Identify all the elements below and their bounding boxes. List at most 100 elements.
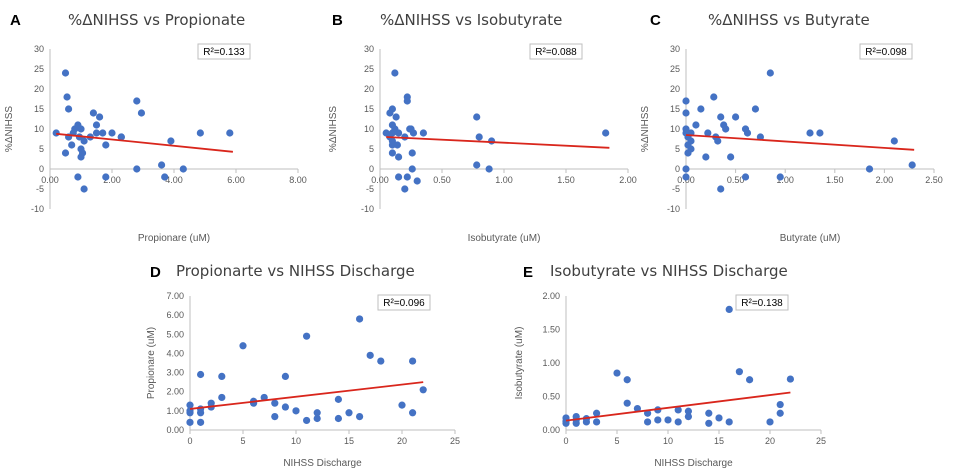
data-point bbox=[726, 418, 733, 425]
data-point bbox=[687, 145, 694, 152]
x-tick-label: 2.50 bbox=[925, 175, 943, 185]
data-point bbox=[90, 109, 97, 116]
data-point bbox=[891, 137, 898, 144]
y-tick-label: 2.00 bbox=[166, 387, 184, 397]
data-point bbox=[685, 413, 692, 420]
data-point bbox=[239, 342, 246, 349]
data-point bbox=[715, 414, 722, 421]
x-tick-label: 0.00 bbox=[371, 175, 389, 185]
x-tick-label: 25 bbox=[450, 436, 460, 446]
y-tick-label: 2.00 bbox=[542, 291, 560, 301]
data-point bbox=[409, 165, 416, 172]
x-tick-label: 0 bbox=[563, 436, 568, 446]
y-tick-label: 25 bbox=[670, 64, 680, 74]
x-tick-label: 2.00 bbox=[619, 175, 637, 185]
data-point bbox=[108, 129, 115, 136]
y-tick-label: 20 bbox=[364, 84, 374, 94]
chart-title: %ΔNIHSS vs Isobutyrate bbox=[380, 11, 562, 29]
data-point bbox=[271, 400, 278, 407]
x-tick-label: 0.50 bbox=[433, 175, 451, 185]
data-point bbox=[65, 105, 72, 112]
x-tick-label: 5 bbox=[240, 436, 245, 446]
data-point bbox=[722, 125, 729, 132]
data-point bbox=[102, 141, 109, 148]
data-point bbox=[705, 420, 712, 427]
r-squared-label: R²=0.133 bbox=[203, 47, 245, 58]
data-point bbox=[624, 400, 631, 407]
y-tick-label: -5 bbox=[672, 184, 680, 194]
data-point bbox=[398, 402, 405, 409]
y-tick-label: 10 bbox=[34, 124, 44, 134]
x-tick-label: 2.00 bbox=[876, 175, 894, 185]
data-point bbox=[705, 410, 712, 417]
data-point bbox=[161, 173, 168, 180]
data-point bbox=[74, 173, 81, 180]
data-point bbox=[394, 141, 401, 148]
data-point bbox=[186, 409, 193, 416]
data-point bbox=[409, 409, 416, 416]
data-point bbox=[702, 153, 709, 160]
y-tick-label: -10 bbox=[667, 204, 680, 214]
y-tick-label: 0 bbox=[675, 164, 680, 174]
data-point bbox=[583, 418, 590, 425]
panel-letter: B bbox=[332, 12, 343, 29]
y-tick-label: 10 bbox=[670, 124, 680, 134]
data-point bbox=[401, 185, 408, 192]
data-point bbox=[218, 373, 225, 380]
data-point bbox=[345, 409, 352, 416]
data-point bbox=[866, 165, 873, 172]
y-tick-label: 30 bbox=[670, 44, 680, 54]
data-point bbox=[186, 419, 193, 426]
trend-line bbox=[190, 382, 423, 409]
data-point bbox=[613, 369, 620, 376]
chart-title: %ΔNIHSS vs Propionate bbox=[68, 11, 245, 29]
data-point bbox=[133, 165, 140, 172]
x-tick-label: 15 bbox=[344, 436, 354, 446]
data-point bbox=[393, 113, 400, 120]
data-point bbox=[197, 405, 204, 412]
r-squared-label: R²=0.138 bbox=[741, 298, 783, 309]
data-point bbox=[816, 129, 823, 136]
data-point bbox=[682, 109, 689, 116]
chart-title: %ΔNIHSS vs Butyrate bbox=[708, 11, 870, 29]
r-squared-box: R²=0.096 bbox=[378, 295, 430, 310]
data-point bbox=[197, 371, 204, 378]
data-point bbox=[404, 173, 411, 180]
chart-a-plot: -10-50510152025300.00 2.00 4.00 6.00 8.00Pro… bbox=[0, 35, 310, 265]
data-point bbox=[81, 185, 88, 192]
data-point bbox=[714, 137, 721, 144]
data-point bbox=[909, 161, 916, 168]
y-tick-label: 6.00 bbox=[166, 310, 184, 320]
x-tick-label: 1.00 bbox=[495, 175, 513, 185]
data-point bbox=[732, 113, 739, 120]
data-point bbox=[99, 129, 106, 136]
data-point bbox=[644, 418, 651, 425]
data-point bbox=[62, 69, 69, 76]
panel-letter: A bbox=[10, 12, 21, 29]
x-tick-label: 20 bbox=[765, 436, 775, 446]
data-point bbox=[197, 419, 204, 426]
panel-letter: E bbox=[523, 264, 533, 281]
chart-b-plot: -10-50510152025300.00 0.50 1.00 1.50 2.00Iso… bbox=[320, 35, 630, 265]
y-tick-label: 30 bbox=[364, 44, 374, 54]
data-point bbox=[573, 420, 580, 427]
data-point bbox=[197, 129, 204, 136]
data-point bbox=[77, 125, 84, 132]
x-tick-label: 1.50 bbox=[557, 175, 575, 185]
data-point bbox=[391, 69, 398, 76]
data-point bbox=[420, 129, 427, 136]
x-tick-label: 10 bbox=[291, 436, 301, 446]
data-point bbox=[414, 177, 421, 184]
data-point bbox=[727, 153, 734, 160]
y-tick-label: -10 bbox=[361, 204, 374, 214]
data-point bbox=[167, 137, 174, 144]
data-point bbox=[271, 413, 278, 420]
data-point bbox=[736, 368, 743, 375]
x-axis-label: NIHSS Discharge bbox=[654, 458, 733, 469]
y-tick-label: 1.00 bbox=[542, 358, 560, 368]
chart-c-plot: -10-50510152025300.000.501.001.502.002.5… bbox=[636, 35, 946, 265]
data-point bbox=[282, 373, 289, 380]
y-tick-label: 20 bbox=[670, 84, 680, 94]
y-tick-label: 25 bbox=[34, 64, 44, 74]
x-tick-label: 6.00 bbox=[227, 175, 245, 185]
